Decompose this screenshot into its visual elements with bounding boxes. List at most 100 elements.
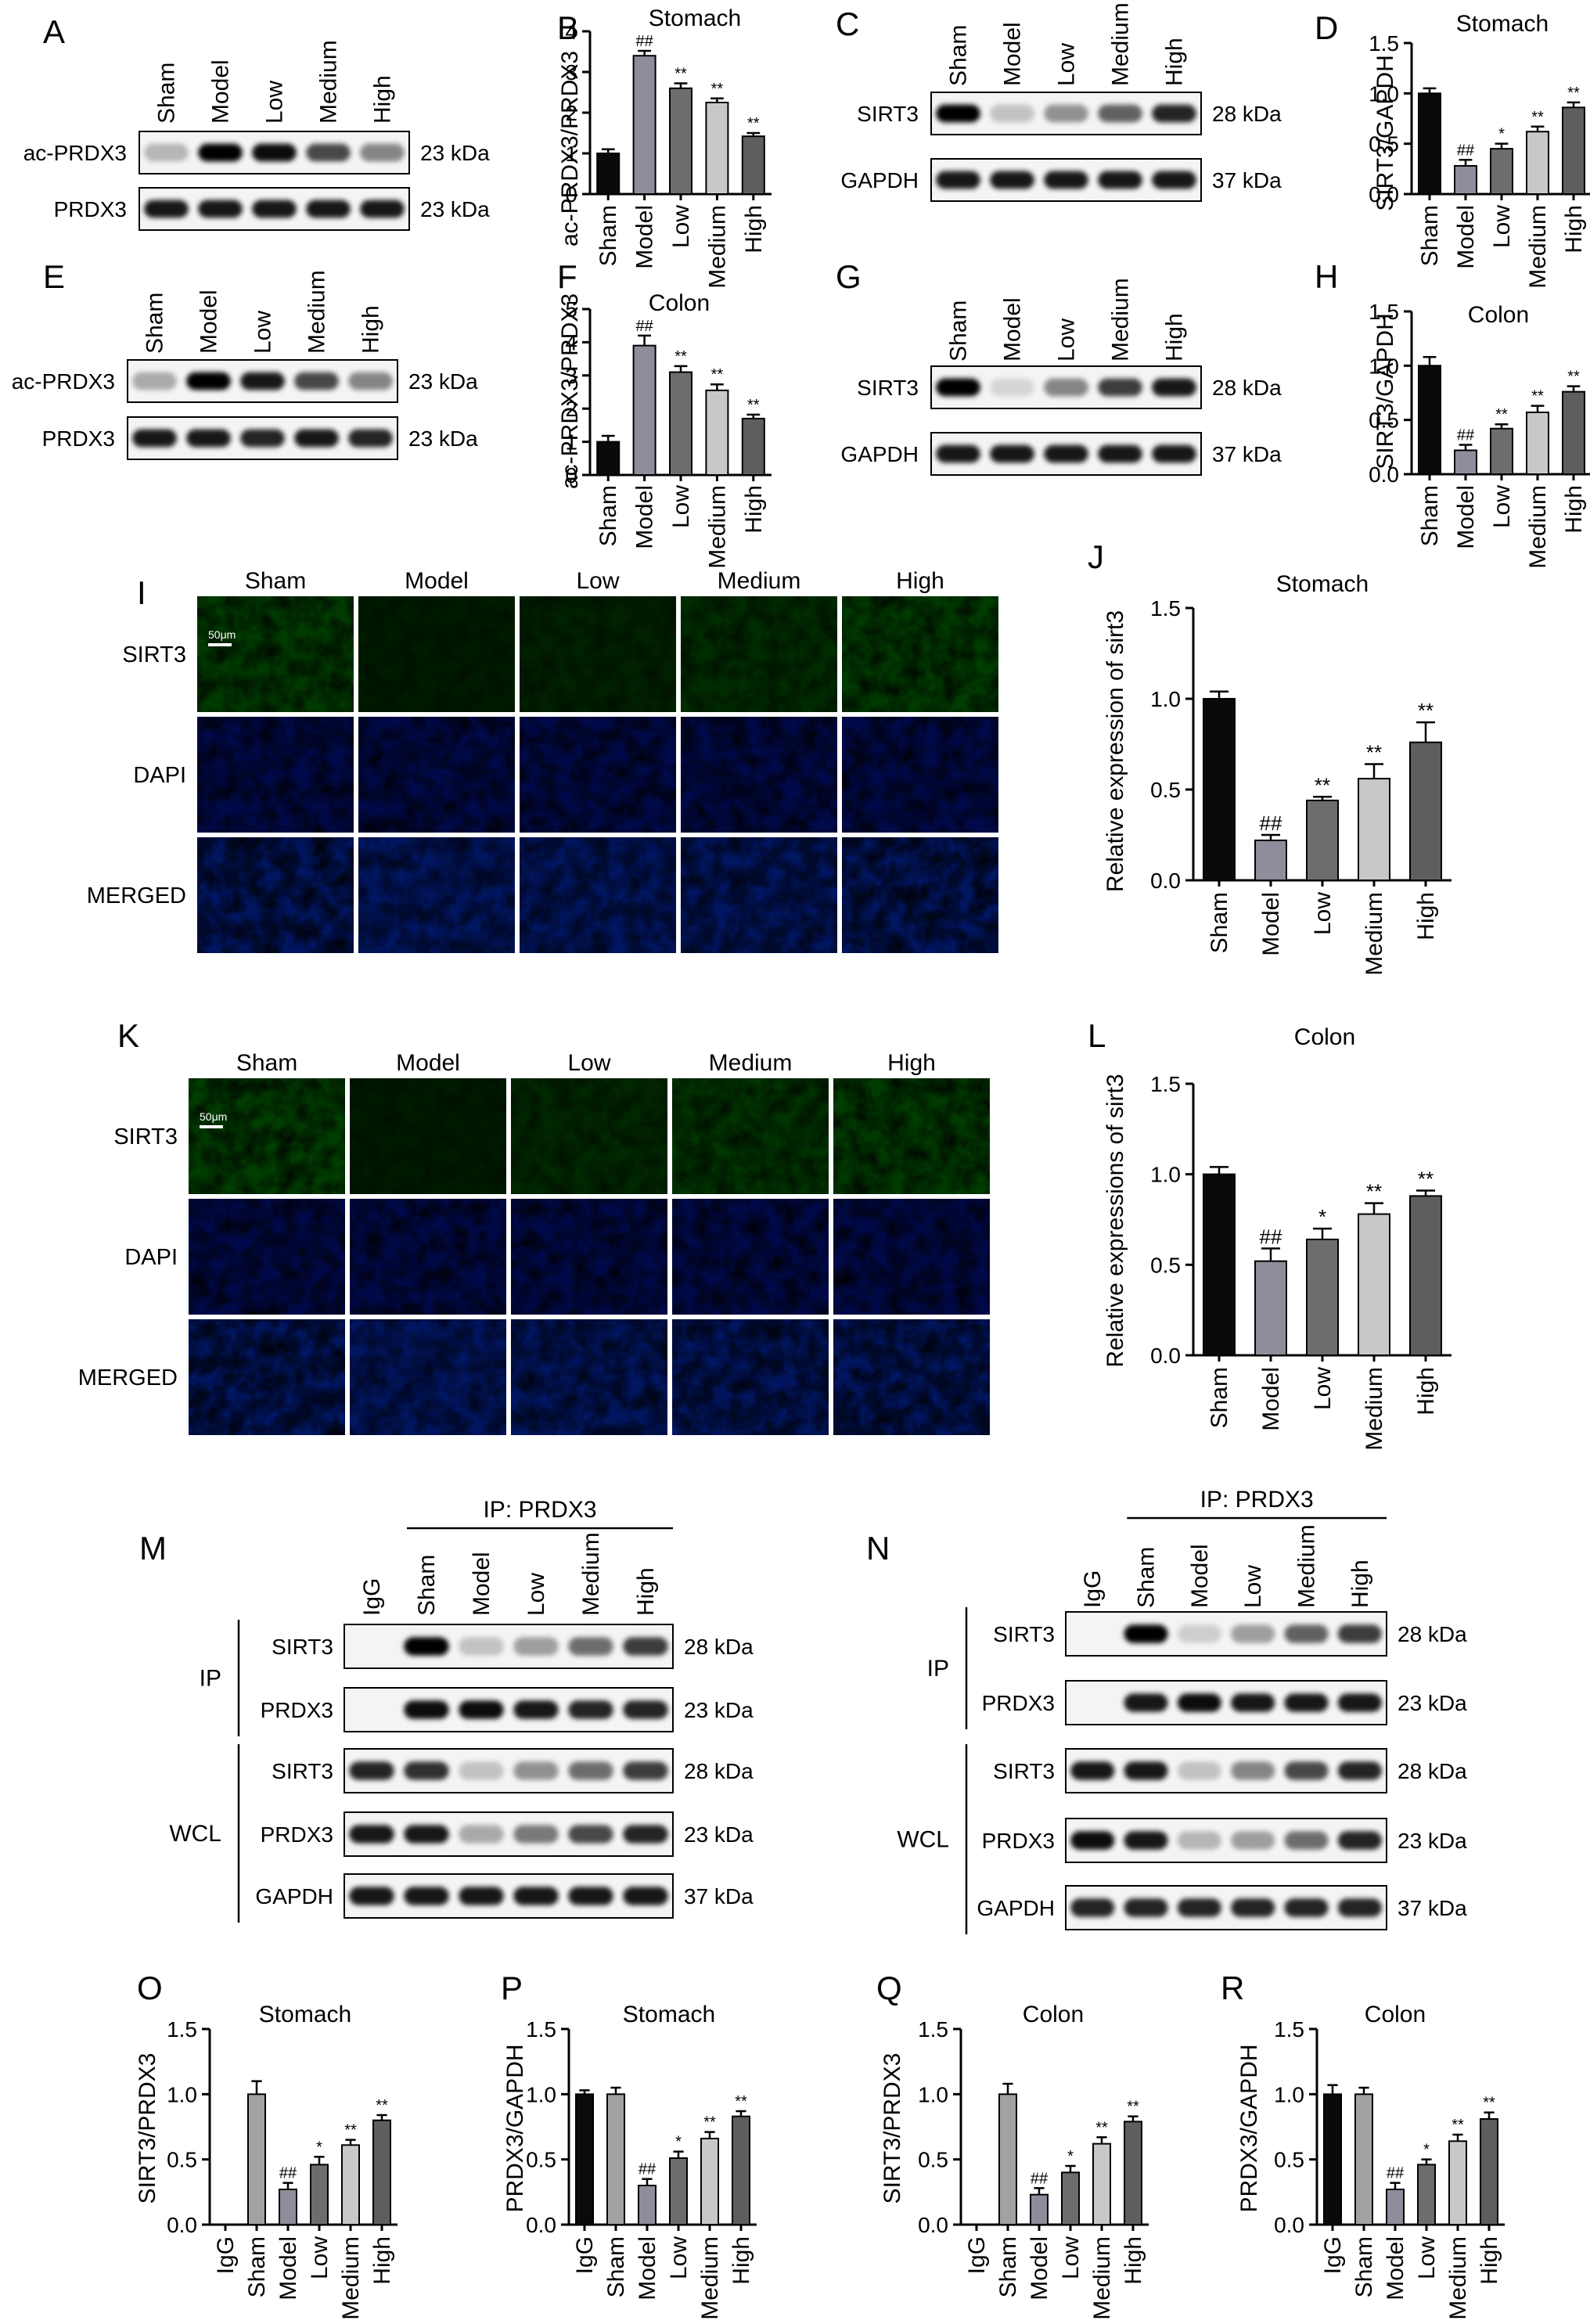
lane-label: Model: [1187, 1544, 1213, 1608]
blot-band: [348, 372, 393, 390]
blot-band: [348, 429, 393, 448]
bar: [596, 153, 621, 195]
x-tick-label: High: [1561, 485, 1587, 534]
significance-mark: **: [1567, 85, 1580, 102]
bar: [700, 2138, 719, 2225]
panel-letter-g: G: [836, 258, 862, 295]
if-image-texture: [520, 717, 676, 833]
bar-chart-q: Colon 0.0 0.5 1.0 1.5 SIRT3/PRDX3 IgG Sham ## Mod…: [880, 2002, 1149, 2320]
lane-label: Medium: [316, 40, 342, 124]
x-tick-label: IgG: [1320, 2236, 1346, 2274]
bar-chart-j: Stomach 0.0 0.5 1.0 1.5 Relative expression o…: [1103, 571, 1452, 976]
y-axis-label: PRDX3/GAPDH: [1236, 2044, 1262, 2212]
if-image-texture: [189, 1078, 345, 1194]
blot-band: [1044, 171, 1088, 189]
lane-label: Medium: [578, 1532, 604, 1616]
if-panel-k: Sham Model Low Medium High SIRT3 DAPI MERGED 50μ…: [78, 1050, 990, 1435]
x-tick-label: Medium: [1362, 892, 1387, 976]
bar: [632, 344, 657, 477]
blot-band: [144, 143, 189, 162]
y-tick-label: 0.0: [1150, 869, 1181, 893]
significance-mark: **: [344, 2122, 357, 2139]
blot-row-label: GAPDH: [255, 1884, 333, 1908]
significance-mark: ##: [635, 318, 653, 335]
blot-strip: [1065, 1885, 1387, 1930]
blot-band: [568, 1887, 613, 1905]
y-axis-label: Relative expression of sirt3: [1103, 610, 1128, 892]
blot-strip: [1065, 1748, 1387, 1793]
bar: [1480, 2118, 1498, 2225]
y-axis-label: SIRT3/PRDX3: [880, 2053, 905, 2204]
bar: [1454, 164, 1477, 195]
blot-band: [1152, 104, 1196, 123]
significance-mark: ##: [1457, 427, 1475, 444]
bar: [705, 102, 729, 195]
y-tick-label: 0.0: [1369, 462, 1399, 487]
chart-title: Stomach: [649, 5, 741, 31]
lane-label: Medium: [1108, 2, 1134, 86]
blot-band: [623, 1825, 668, 1844]
if-image-texture: [358, 837, 515, 953]
significance-mark: *: [1318, 1205, 1326, 1229]
if-column-label: Sham: [236, 1050, 297, 1076]
if-image-texture: [197, 837, 354, 953]
blot-band: [1337, 1693, 1382, 1712]
blot-band: [186, 429, 231, 448]
if-image-texture: [350, 1199, 506, 1315]
x-tick-label: Low: [668, 485, 694, 528]
x-tick-label: Model: [1258, 1367, 1284, 1431]
x-tick-label: High: [1413, 892, 1439, 941]
if-image-texture: [511, 1078, 667, 1194]
x-tick-label: High: [1121, 2236, 1146, 2285]
bar: [1323, 2093, 1342, 2225]
blot-band: [186, 372, 231, 390]
lane-label: Low: [1240, 1565, 1266, 1608]
y-tick-label: 2: [565, 397, 577, 421]
bar: [1448, 2140, 1467, 2225]
lane-label: High: [633, 1567, 659, 1616]
y-tick-label: 0: [565, 182, 577, 207]
x-tick-label: Medium: [697, 2236, 723, 2320]
y-axis-label: PRDX3/GAPDH: [502, 2044, 528, 2212]
lane-label: Model: [1000, 297, 1026, 362]
blot-panel-c: Sham Model Low Medium High SIRT3 28 kDa GAPDH 37…: [840, 2, 1282, 202]
blot-band: [990, 444, 1034, 463]
blot-band: [349, 1887, 394, 1905]
significance-mark: **: [1531, 388, 1544, 405]
if-column-label: Sham: [245, 568, 306, 594]
significance-mark: **: [747, 115, 760, 132]
significance-mark: **: [674, 66, 687, 83]
bar: [1030, 2193, 1049, 2226]
lane-label: Low: [250, 311, 276, 354]
blot-band: [1152, 444, 1196, 463]
blot-band: [306, 143, 351, 162]
blot-band: [459, 1761, 504, 1780]
panel-letter-k: K: [117, 1017, 139, 1054]
blot-strip: [344, 1748, 674, 1793]
blot-kda-label: 28 kDa: [684, 1635, 754, 1659]
bar: [669, 87, 692, 195]
blot-row-label: SIRT3: [993, 1759, 1055, 1783]
x-tick-label: IgG: [213, 2236, 239, 2274]
lane-label: Model: [208, 59, 234, 124]
blot-band: [1337, 1831, 1382, 1850]
blot-row-label: ac-PRDX3: [23, 141, 127, 165]
lane-label: Sham: [154, 63, 180, 124]
x-tick-label: Sham: [595, 485, 621, 546]
ip-label: IP: [200, 1666, 221, 1692]
x-tick-label: Low: [666, 2236, 692, 2279]
blot-kda-label: 37 kDa: [1212, 168, 1282, 192]
if-image-texture: [520, 596, 676, 712]
lane-label: Model: [1000, 22, 1026, 86]
if-image-texture: [358, 717, 515, 833]
x-tick-label: Medium: [1089, 2236, 1115, 2320]
lane-label: Low: [1054, 43, 1080, 86]
blot-band: [513, 1700, 559, 1719]
panel-letter-c: C: [836, 5, 859, 42]
blot-strip: [344, 1873, 674, 1919]
blot-band: [1044, 444, 1088, 463]
y-tick-label: 0.5: [526, 2148, 556, 2172]
bar: [279, 2189, 297, 2225]
y-tick-label: 0.5: [1150, 1253, 1181, 1277]
